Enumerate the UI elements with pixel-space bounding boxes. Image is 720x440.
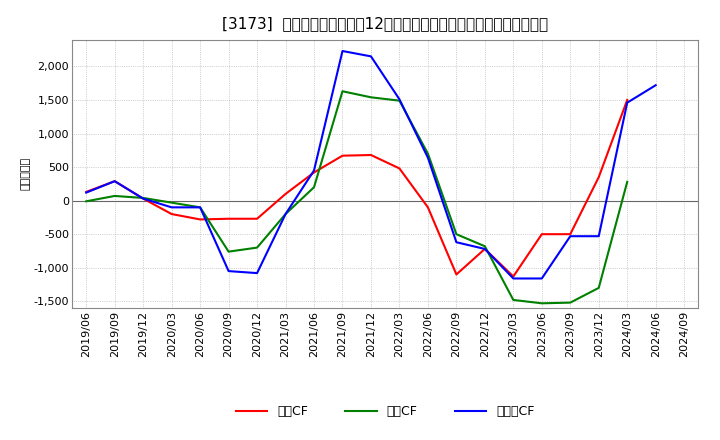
Title: [3173]  キャッシュフローの12か月移動合計の対前年同期増減額の推移: [3173] キャッシュフローの12か月移動合計の対前年同期増減額の推移 [222, 16, 548, 32]
営業CF [338, 153, 347, 158]
フリーCF [253, 271, 261, 276]
投資CF [395, 98, 404, 103]
投資CF [310, 184, 318, 190]
営業CF [623, 97, 631, 103]
営業CF [225, 216, 233, 221]
投資CF [537, 301, 546, 306]
投資CF [110, 193, 119, 198]
営業CF [452, 272, 461, 277]
フリーCF [452, 240, 461, 245]
フリーCF [196, 205, 204, 210]
営業CF [366, 152, 375, 158]
営業CF [139, 196, 148, 201]
営業CF [110, 179, 119, 184]
フリーCF [623, 100, 631, 105]
営業CF [167, 211, 176, 216]
投資CF [366, 95, 375, 100]
営業CF [537, 231, 546, 237]
Line: 投資CF: 投資CF [86, 91, 627, 303]
フリーCF [82, 190, 91, 195]
フリーCF [652, 83, 660, 88]
投資CF [196, 205, 204, 210]
投資CF [423, 151, 432, 156]
営業CF [480, 246, 489, 252]
フリーCF [110, 179, 119, 184]
投資CF [452, 231, 461, 237]
投資CF [225, 249, 233, 254]
フリーCF [167, 205, 176, 210]
投資CF [480, 244, 489, 249]
フリーCF [282, 211, 290, 216]
Y-axis label: （百万円）: （百万円） [21, 157, 31, 191]
フリーCF [566, 234, 575, 239]
投資CF [167, 200, 176, 205]
フリーCF [509, 276, 518, 281]
Line: フリーCF: フリーCF [86, 51, 656, 279]
営業CF [196, 217, 204, 222]
フリーCF [537, 276, 546, 281]
フリーCF [595, 234, 603, 239]
投資CF [282, 211, 290, 216]
営業CF [310, 170, 318, 175]
フリーCF [338, 48, 347, 54]
営業CF [395, 166, 404, 171]
営業CF [509, 274, 518, 279]
営業CF [282, 191, 290, 197]
投資CF [623, 179, 631, 184]
投資CF [509, 297, 518, 303]
営業CF [423, 205, 432, 210]
フリーCF [310, 168, 318, 173]
営業CF [595, 175, 603, 180]
Legend: 営業CF, 投資CF, フリーCF: 営業CF, 投資CF, フリーCF [231, 400, 539, 423]
投資CF [253, 245, 261, 250]
フリーCF [366, 54, 375, 59]
フリーCF [225, 268, 233, 274]
投資CF [139, 195, 148, 201]
フリーCF [395, 97, 404, 102]
営業CF [566, 231, 575, 237]
投資CF [82, 199, 91, 204]
フリーCF [139, 196, 148, 201]
投資CF [338, 88, 347, 94]
フリーCF [423, 155, 432, 160]
営業CF [253, 216, 261, 221]
Line: 営業CF: 営業CF [86, 100, 627, 276]
投資CF [566, 300, 575, 305]
営業CF [82, 189, 91, 194]
フリーCF [480, 246, 489, 252]
投資CF [595, 285, 603, 290]
